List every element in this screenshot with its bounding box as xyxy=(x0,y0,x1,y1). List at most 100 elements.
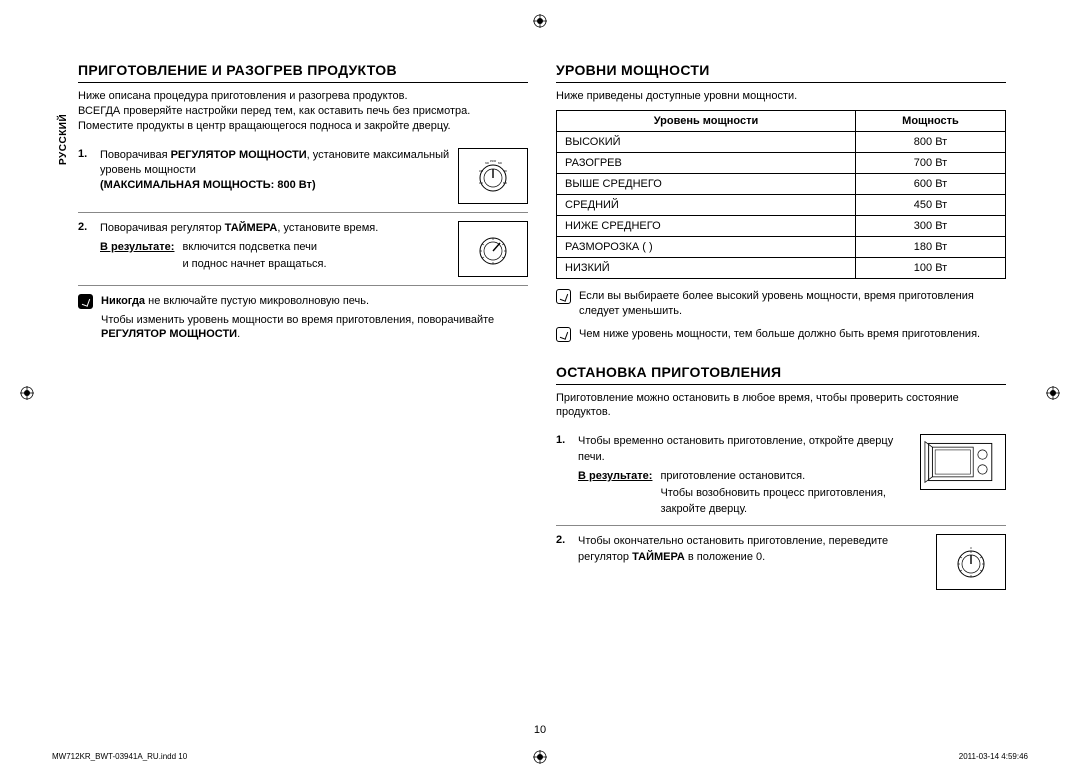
stop-step-1: 1. Чтобы временно остановить приготовлен… xyxy=(556,426,1006,526)
power-note-1: Если вы выбираете более высокий уровень … xyxy=(556,289,1006,319)
right-column: УРОВНИ МОЩНОСТИ Ниже приведены доступные… xyxy=(556,62,1006,598)
table-row: ВЫСОКИЙ800 Вт xyxy=(557,131,1006,152)
reg-mark-top xyxy=(533,14,547,28)
result-line2: и поднос начнет вращаться. xyxy=(182,257,450,272)
print-footer: MW712KR_BWT-03941A_RU.indd 10 2011-03-14… xyxy=(52,752,1028,761)
step-1-num: 1. xyxy=(78,148,92,160)
table-header-row: Уровень мощности Мощность xyxy=(557,110,1006,131)
table-row: НИЖЕ СРЕДНЕГО300 Вт xyxy=(557,215,1006,236)
intro-line2: ВСЕГДА проверяйте настройки перед тем, к… xyxy=(78,105,470,117)
cell: 800 Вт xyxy=(856,131,1006,152)
svg-text:800: 800 xyxy=(503,182,508,185)
step-2-num: 2. xyxy=(78,221,92,233)
cell: НИЖЕ СРЕДНЕГО xyxy=(557,215,856,236)
note1-bold: Никогда xyxy=(101,295,145,307)
power-note-2-text: Чем ниже уровень мощности, тем больше до… xyxy=(579,327,980,342)
left-column: ПРИГОТОВЛЕНИЕ И РАЗОГРЕВ ПРОДУКТОВ Ниже … xyxy=(78,62,528,598)
intro-line3: Поместите продукты в центр вращающегося … xyxy=(78,120,451,132)
note-change-text: Чтобы изменить уровень мощности во время… xyxy=(101,313,528,343)
step-2: 2. Поворачивая регулятор ТАЙМЕРА, устано… xyxy=(78,213,528,286)
svg-text:700: 700 xyxy=(503,170,508,173)
cell: 450 Вт xyxy=(856,194,1006,215)
power-intro: Ниже приведены доступные уровни мощности… xyxy=(556,89,1006,104)
step-2-body: Поворачивая регулятор ТАЙМЕРА, установит… xyxy=(100,221,450,273)
stop2-b: ТАЙМЕРА xyxy=(632,551,685,563)
cell: 700 Вт xyxy=(856,152,1006,173)
stop-intro: Приготовление можно остановить в любое в… xyxy=(556,391,1006,421)
step-1: 1. Поворачивая РЕГУЛЯТОР МОЩНОСТИ, устан… xyxy=(78,140,528,213)
stop1-result-1: приготовление остановится. xyxy=(660,469,912,484)
heading-stop: ОСТАНОВКА ПРИГОТОВЛЕНИЯ xyxy=(556,364,1006,385)
svg-text:450W: 450W xyxy=(490,160,497,163)
power-table: Уровень мощности Мощность ВЫСОКИЙ800 Вт … xyxy=(556,110,1006,279)
step-1-body: Поворачивая РЕГУЛЯТОР МОЩНОСТИ, установи… xyxy=(100,148,450,194)
info-icon xyxy=(556,327,571,342)
result-grid: В результате: включится подсветка печи и… xyxy=(100,240,450,273)
cell: РАЗОГРЕВ xyxy=(557,152,856,173)
page-number: 10 xyxy=(0,724,1080,736)
cell: СРЕДНИЙ xyxy=(557,194,856,215)
step2-text-a: Поворачивая регулятор xyxy=(100,222,225,234)
cell: НИЗКИЙ xyxy=(557,257,856,278)
note-never-text: Никогда не включайте пустую микроволнову… xyxy=(101,294,369,309)
intro-text: Ниже описана процедура приготовления и р… xyxy=(78,89,528,134)
note-never: Никогда не включайте пустую микроволнову… xyxy=(78,294,528,309)
th-level: Уровень мощности xyxy=(557,110,856,131)
cell: 100 Вт xyxy=(856,257,1006,278)
cell: ВЫШЕ СРЕДНЕГО xyxy=(557,173,856,194)
result-label: В результате: xyxy=(100,240,174,255)
table-row: НИЗКИЙ100 Вт xyxy=(557,257,1006,278)
warning-icon xyxy=(78,294,93,309)
language-label: РУССКИЙ xyxy=(58,114,69,165)
cell: 300 Вт xyxy=(856,215,1006,236)
intro-line1: Ниже описана процедура приготовления и р… xyxy=(78,90,408,102)
stop2-c: в положение 0. xyxy=(685,551,765,563)
stop1-result: В результате: приготовление остановится.… xyxy=(578,469,912,517)
stop-step-2: 2. Чтобы окончательно остановить пригото… xyxy=(556,526,1006,598)
table-row: ВЫШЕ СРЕДНЕГО600 Вт xyxy=(557,173,1006,194)
table-row: РАЗМОРОЗКА ( )180 Вт xyxy=(557,236,1006,257)
svg-text:0: 0 xyxy=(970,546,972,550)
note-change-power: Чтобы изменить уровень мощности во время… xyxy=(78,313,528,343)
stop-1-num: 1. xyxy=(556,434,570,446)
stop1-text: Чтобы временно остановить приготовление,… xyxy=(578,435,893,462)
cell: 600 Вт xyxy=(856,173,1006,194)
heading-power-levels: УРОВНИ МОЩНОСТИ xyxy=(556,62,1006,83)
stop-2-body: Чтобы окончательно остановить приготовле… xyxy=(578,534,928,565)
info-icon xyxy=(556,289,571,304)
timer-dial-icon xyxy=(458,221,528,277)
result-line1: включится подсветка печи xyxy=(182,240,450,255)
stop1-result-2: Чтобы возобновить процесс приготовления,… xyxy=(660,486,912,517)
timer-zero-icon: 0 xyxy=(936,534,1006,590)
step1-text-b: РЕГУЛЯТОР МОЩНОСТИ xyxy=(171,149,307,161)
power-dial-icon: 100180 300450W 600700800 xyxy=(458,148,528,204)
power-note-1-text: Если вы выбираете более высокий уровень … xyxy=(579,289,1006,319)
cell: 180 Вт xyxy=(856,236,1006,257)
step2-text-c: , установите время. xyxy=(277,222,378,234)
stop1-result-label: В результате: xyxy=(578,469,652,484)
table-row: СРЕДНИЙ450 Вт xyxy=(557,194,1006,215)
step1-text-d: (МАКСИМАЛЬНАЯ МОЩНОСТЬ: 800 Вт) xyxy=(100,179,316,191)
th-watts: Мощность xyxy=(856,110,1006,131)
microwave-open-icon xyxy=(920,434,1006,490)
footer-file: MW712KR_BWT-03941A_RU.indd 10 xyxy=(52,752,187,761)
reg-mark-left xyxy=(20,386,34,400)
footer-date: 2011-03-14 4:59:46 xyxy=(959,752,1028,761)
note1-rest: не включайте пустую микроволновую печь. xyxy=(145,295,369,307)
step2-text-b: ТАЙМЕРА xyxy=(225,222,278,234)
svg-text:180: 180 xyxy=(479,170,484,173)
note2-a: Чтобы изменить уровень мощности во время… xyxy=(101,314,494,326)
step1-text-a: Поворачивая xyxy=(100,149,171,161)
note2-c: . xyxy=(237,328,240,340)
cell: РАЗМОРОЗКА ( ) xyxy=(557,236,856,257)
svg-text:600: 600 xyxy=(498,162,503,165)
cell: ВЫСОКИЙ xyxy=(557,131,856,152)
note2-b: РЕГУЛЯТОР МОЩНОСТИ xyxy=(101,328,237,340)
heading-cooking: ПРИГОТОВЛЕНИЕ И РАЗОГРЕВ ПРОДУКТОВ xyxy=(78,62,528,83)
power-note-2: Чем ниже уровень мощности, тем больше до… xyxy=(556,327,1006,342)
page-content: ПРИГОТОВЛЕНИЕ И РАЗОГРЕВ ПРОДУКТОВ Ниже … xyxy=(78,62,1006,598)
stop-2-num: 2. xyxy=(556,534,570,546)
stop-1-body: Чтобы временно остановить приготовление,… xyxy=(578,434,912,517)
svg-text:100: 100 xyxy=(479,182,484,185)
table-row: РАЗОГРЕВ700 Вт xyxy=(557,152,1006,173)
